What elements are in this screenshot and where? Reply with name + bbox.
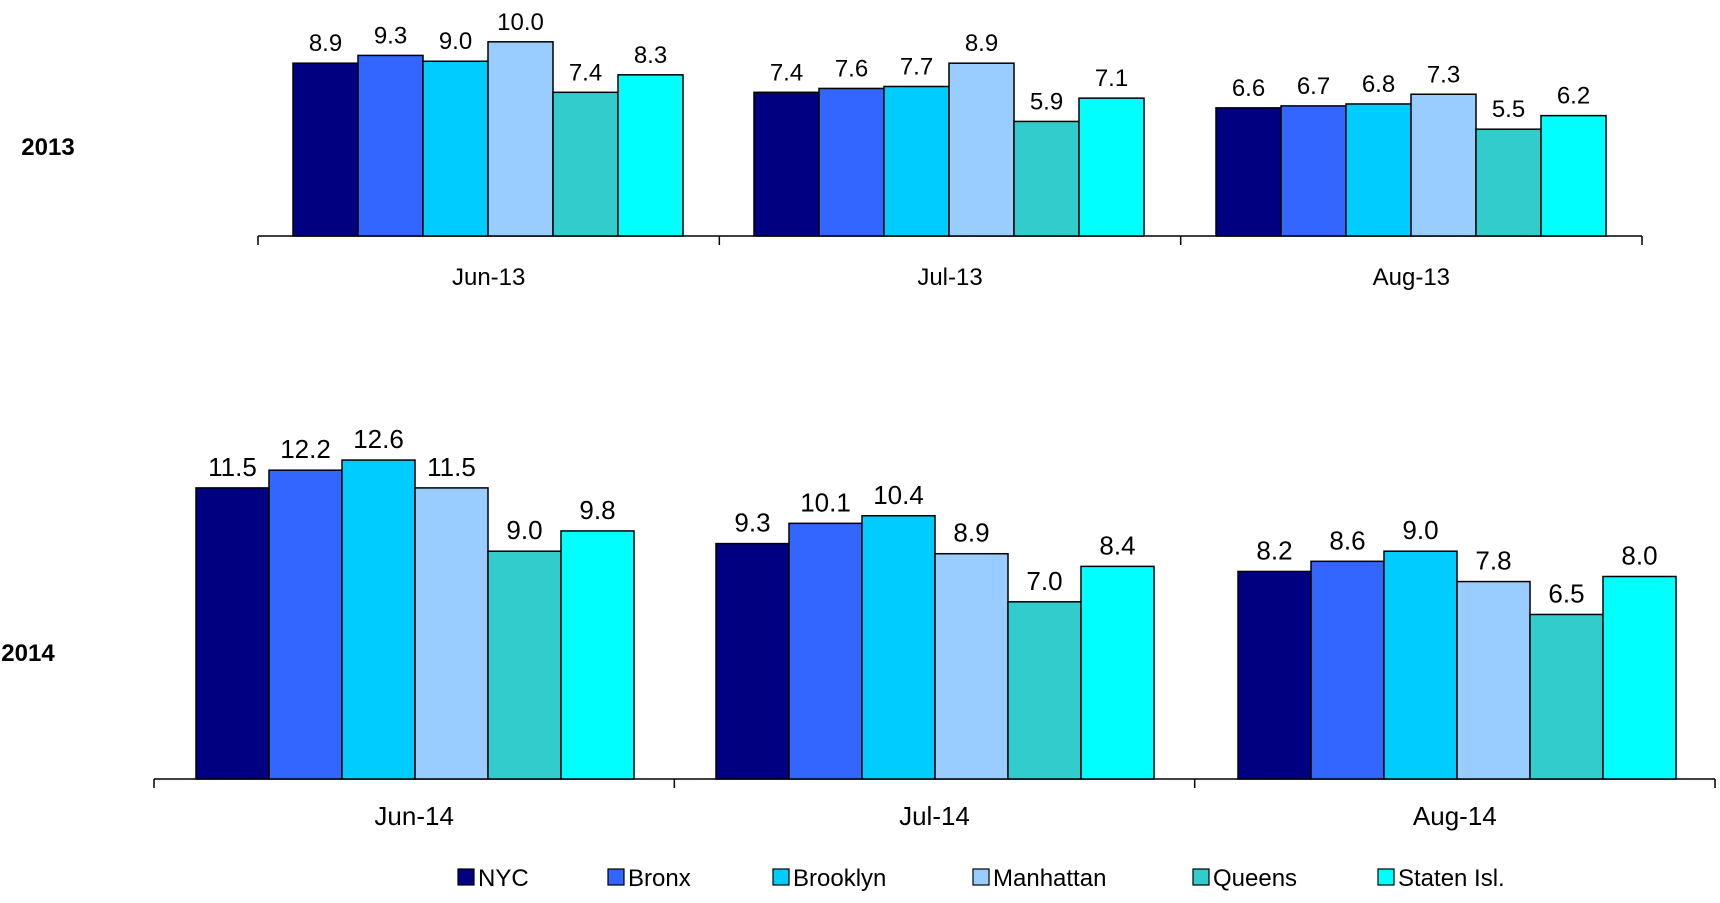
bar-bronx-jul-14 [788, 522, 863, 780]
bar-queens-jun-13 [552, 91, 619, 237]
panel-2014: 11.5 12.2 12.6 11.5 9.0 9.8 Jun-14 9.3 10.1 10.4 8… [153, 424, 1716, 831]
legend-swatch-bronx [607, 868, 625, 886]
bar-manhattan-jun-14 [414, 487, 489, 780]
bar-manhattan-aug-14 [1456, 580, 1531, 780]
legend: NYC Bronx Brooklyn Manhattan Queens Staten Is… [457, 865, 1505, 892]
bar-bronx-jul-13 [818, 87, 885, 237]
bar-nyc-jul-14 [715, 542, 790, 780]
data-label-brooklyn-jun-13: 9.0 [439, 28, 472, 55]
bar-nyc-jun-14 [195, 487, 270, 780]
data-label-manhattan-jul-13: 8.9 [965, 30, 998, 57]
category-label-jun-14: Jun-14 [374, 801, 454, 831]
bar-queens-jul-14 [1007, 601, 1082, 780]
row-label-2014: 2014 [1, 640, 55, 667]
bar-brooklyn-aug-13 [1345, 103, 1412, 237]
data-label-manhattan-jul-14: 8.9 [953, 518, 989, 548]
data-label-staten-isl-jun-14: 9.8 [579, 495, 615, 525]
bar-brooklyn-aug-14 [1383, 550, 1458, 780]
bar-staten-isl-jul-13 [1078, 97, 1145, 237]
bar-bronx-jun-14 [268, 469, 343, 780]
legend-label-bronx: Bronx [628, 865, 691, 892]
bar-bronx-aug-14 [1310, 560, 1385, 780]
data-label-nyc-jun-13: 8.9 [309, 30, 342, 57]
bar-staten-isl-jun-13 [617, 74, 684, 237]
bar-nyc-aug-14 [1237, 570, 1312, 780]
data-label-staten-isl-jul-13: 7.1 [1095, 65, 1128, 92]
legend-label-staten-isl: Staten Isl. [1398, 865, 1505, 892]
data-label-brooklyn-jul-13: 7.7 [900, 53, 933, 80]
bar-manhattan-jul-14 [934, 552, 1009, 780]
data-label-bronx-jun-13: 9.3 [374, 22, 407, 49]
data-label-nyc-jul-14: 9.3 [734, 508, 770, 538]
data-label-nyc-aug-13: 6.6 [1232, 75, 1265, 102]
panel-2013: 8.9 9.3 9.0 10.0 7.4 8.3 Jun-13 7.4 7.6 7.7 8.9 5.9… [257, 9, 1643, 291]
data-label-manhattan-jun-14: 11.5 [427, 452, 476, 482]
legend-swatch-manhattan [972, 868, 990, 886]
data-label-manhattan-aug-13: 7.3 [1427, 61, 1460, 88]
data-label-nyc-jun-14: 11.5 [208, 452, 257, 482]
legend-swatch-staten-isl [1377, 868, 1395, 886]
data-label-staten-isl-jul-14: 8.4 [1099, 530, 1135, 560]
data-label-queens-aug-14: 6.5 [1548, 578, 1584, 608]
row-label-2013: 2013 [21, 134, 74, 161]
bar-staten-isl-jun-14 [560, 530, 635, 780]
data-label-queens-jul-14: 7.0 [1026, 566, 1062, 596]
bar-manhattan-jul-13 [948, 62, 1015, 237]
legend-swatch-brooklyn [772, 868, 790, 886]
category-label-jul-14: Jul-14 [899, 801, 970, 831]
data-label-queens-jul-13: 5.9 [1030, 88, 1063, 115]
bar-queens-aug-13 [1475, 128, 1542, 237]
data-label-bronx-aug-14: 8.6 [1329, 525, 1365, 555]
bar-staten-isl-aug-13 [1540, 114, 1607, 237]
bar-nyc-aug-13 [1215, 107, 1282, 237]
data-label-brooklyn-jul-14: 10.4 [873, 480, 924, 510]
bar-brooklyn-jul-14 [861, 515, 936, 780]
bar-brooklyn-jun-14 [341, 459, 416, 780]
data-label-bronx-jul-13: 7.6 [835, 55, 868, 82]
legend-swatch-nyc [457, 868, 475, 886]
bar-queens-jun-14 [487, 550, 562, 780]
legend-label-manhattan: Manhattan [993, 865, 1106, 892]
data-label-nyc-aug-14: 8.2 [1256, 535, 1292, 565]
bar-brooklyn-jun-13 [422, 60, 489, 237]
bar-staten-isl-jul-14 [1080, 565, 1155, 780]
data-label-queens-jun-14: 9.0 [506, 515, 542, 545]
category-label-aug-13: Aug-13 [1373, 264, 1450, 291]
bar-brooklyn-jul-13 [883, 85, 950, 237]
data-label-staten-isl-jun-13: 8.3 [634, 42, 667, 69]
data-label-brooklyn-jun-14: 12.6 [353, 424, 404, 454]
bar-staten-isl-aug-14 [1602, 575, 1677, 780]
bar-nyc-jun-13 [292, 62, 359, 237]
legend-label-nyc: NYC [478, 865, 529, 892]
data-label-manhattan-aug-14: 7.8 [1475, 546, 1511, 576]
category-label-jul-13: Jul-13 [917, 264, 982, 291]
data-label-nyc-jul-13: 7.4 [770, 59, 803, 86]
category-label-aug-14: Aug-14 [1413, 801, 1497, 831]
bar-queens-aug-14 [1529, 613, 1604, 780]
bar-queens-jul-13 [1013, 120, 1080, 237]
data-label-bronx-aug-13: 6.7 [1297, 73, 1330, 100]
bar-nyc-jul-13 [753, 91, 820, 237]
bar-manhattan-jun-13 [487, 41, 554, 237]
data-label-queens-aug-13: 5.5 [1492, 96, 1525, 123]
category-label-jun-13: Jun-13 [452, 264, 525, 291]
data-label-staten-isl-aug-13: 6.2 [1557, 83, 1590, 110]
bar-manhattan-aug-13 [1410, 93, 1477, 237]
data-label-bronx-jun-14: 12.2 [280, 434, 331, 464]
data-label-brooklyn-aug-14: 9.0 [1402, 515, 1438, 545]
data-label-staten-isl-aug-14: 8.0 [1621, 541, 1657, 571]
data-label-queens-jun-13: 7.4 [569, 59, 602, 86]
data-label-manhattan-jun-13: 10.0 [497, 9, 544, 36]
legend-label-brooklyn: Brooklyn [793, 865, 886, 892]
legend-label-queens: Queens [1213, 865, 1297, 892]
data-label-bronx-jul-14: 10.1 [800, 487, 851, 517]
data-label-brooklyn-aug-13: 6.8 [1362, 71, 1395, 98]
bar-bronx-jun-13 [357, 54, 424, 237]
bar-bronx-aug-13 [1280, 105, 1347, 237]
legend-swatch-queens [1192, 868, 1210, 886]
